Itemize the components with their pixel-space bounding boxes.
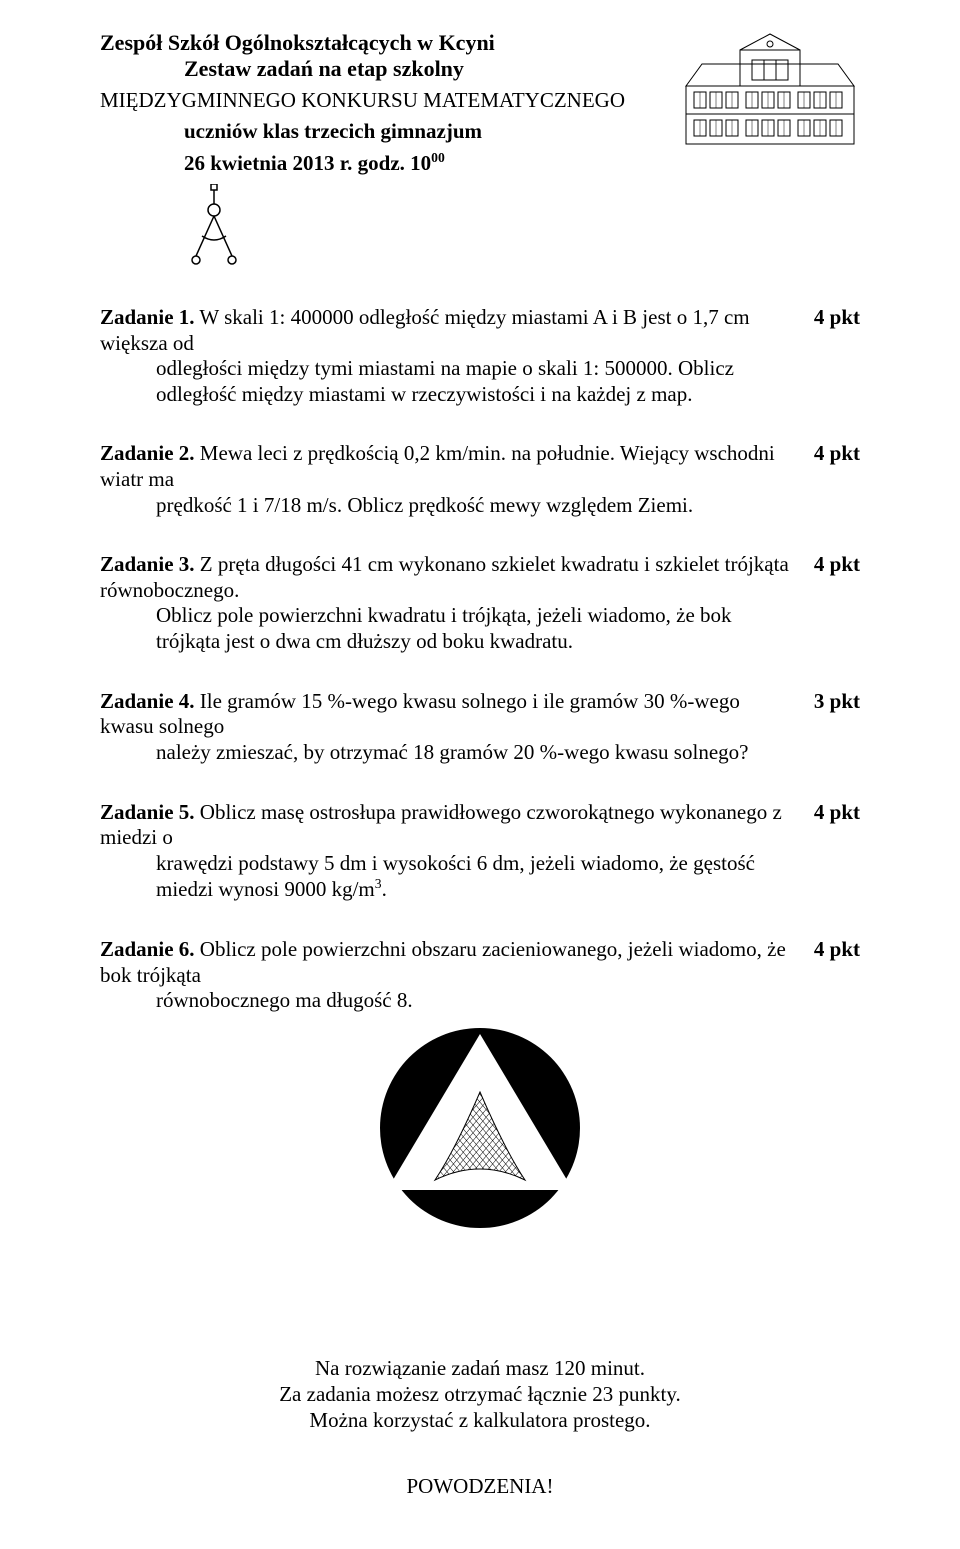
set-title: Zestaw zadań na etap szkolny xyxy=(100,56,680,82)
task-5-pts: 4 pkt xyxy=(792,800,860,825)
compass-icon xyxy=(184,184,680,271)
task-5-first: Oblicz masę ostrosłupa prawidłowego czwo… xyxy=(100,800,782,850)
task-6-label: Zadanie 6. xyxy=(100,937,195,961)
header-row: Zespół Szkół Ogólnokształcących w Kcyni … xyxy=(100,30,860,271)
task-5-rest: krawędzi podstawy 5 dm i wysokości 6 dm,… xyxy=(100,851,792,903)
task-2-pts: 4 pkt xyxy=(792,441,860,466)
task-4-pts: 3 pkt xyxy=(792,689,860,714)
date-line: 26 kwietnia 2013 r. godz. 1000 xyxy=(100,150,680,176)
task-6-body: Zadanie 6. Oblicz pole powierzchni obsza… xyxy=(100,937,792,1014)
task-3-rest: Oblicz pole powierzchni kwadratu i trójk… xyxy=(100,603,792,654)
task-2-rest: prędkość 1 i 7/18 m/s. Oblicz prędkość m… xyxy=(100,493,792,519)
date-sup: 00 xyxy=(431,150,445,165)
task-1-body: Zadanie 1. W skali 1: 400000 odległość m… xyxy=(100,305,792,407)
date-text: 26 kwietnia 2013 r. godz. 10 xyxy=(184,151,431,175)
task-3-pts: 4 pkt xyxy=(792,552,860,577)
task-1-label: Zadanie 1. xyxy=(100,305,195,329)
footer-block: Na rozwiązanie zadań masz 120 minut. Za … xyxy=(100,1355,860,1434)
task-5: Zadanie 5. Oblicz masę ostrosłupa prawid… xyxy=(100,800,860,903)
footer-line-2: Za zadania możesz otrzymać łącznie 23 pu… xyxy=(100,1381,860,1407)
footer-line-3: Można korzystać z kalkulatora prostego. xyxy=(100,1407,860,1433)
good-luck: POWODZENIA! xyxy=(100,1474,860,1499)
task-6-figure xyxy=(100,1020,860,1235)
task-5-label: Zadanie 5. xyxy=(100,800,195,824)
task-4: Zadanie 4. Ile gramów 15 %-wego kwasu so… xyxy=(100,689,860,766)
task-4-label: Zadanie 4. xyxy=(100,689,195,713)
task-6: Zadanie 6. Oblicz pole powierzchni obsza… xyxy=(100,937,860,1014)
page: Zespół Szkół Ogólnokształcących w Kcyni … xyxy=(0,0,960,1549)
task-3-body: Zadanie 3. Z pręta długości 41 cm wykona… xyxy=(100,552,792,654)
task-6-first: Oblicz pole powierzchni obszaru zacienio… xyxy=(100,937,786,987)
task-6-rest: równobocznego ma długość 8. xyxy=(100,988,792,1014)
task-3-label: Zadanie 3. xyxy=(100,552,195,576)
task-4-rest: należy zmieszać, by otrzymać 18 gramów 2… xyxy=(100,740,792,766)
task-2-body: Zadanie 2. Mewa leci z prędkością 0,2 km… xyxy=(100,441,792,518)
task-1-rest: odległości między tymi miastami na mapie… xyxy=(100,356,792,407)
task-3-first: Z pręta długości 41 cm wykonano szkielet… xyxy=(100,552,789,602)
school-name: Zespół Szkół Ogólnokształcących w Kcyni xyxy=(100,30,680,56)
students-line: uczniów klas trzecich gimnazjum xyxy=(100,119,680,144)
task-1-pts: 4 pkt xyxy=(792,305,860,330)
contest-name: MIĘDZYGMINNEGO KONKURSU MATEMATYCZNEGO xyxy=(100,88,680,113)
footer-line-1: Na rozwiązanie zadań masz 120 minut. xyxy=(100,1355,860,1381)
building-icon xyxy=(680,30,860,150)
task-2: Zadanie 2. Mewa leci z prędkością 0,2 km… xyxy=(100,441,860,518)
task-6-pts: 4 pkt xyxy=(792,937,860,962)
task-1-first: W skali 1: 400000 odległość między miast… xyxy=(100,305,750,355)
task-4-first: Ile gramów 15 %-wego kwasu solnego i ile… xyxy=(100,689,740,739)
task-1: Zadanie 1. W skali 1: 400000 odległość m… xyxy=(100,305,860,407)
task-5-body: Zadanie 5. Oblicz masę ostrosłupa prawid… xyxy=(100,800,792,903)
task-3: Zadanie 3. Z pręta długości 41 cm wykona… xyxy=(100,552,860,654)
task-2-label: Zadanie 2. xyxy=(100,441,195,465)
task-2-first: Mewa leci z prędkością 0,2 km/min. na po… xyxy=(100,441,775,491)
header-text-block: Zespół Szkół Ogólnokształcących w Kcyni … xyxy=(100,30,680,271)
task-4-body: Zadanie 4. Ile gramów 15 %-wego kwasu so… xyxy=(100,689,792,766)
